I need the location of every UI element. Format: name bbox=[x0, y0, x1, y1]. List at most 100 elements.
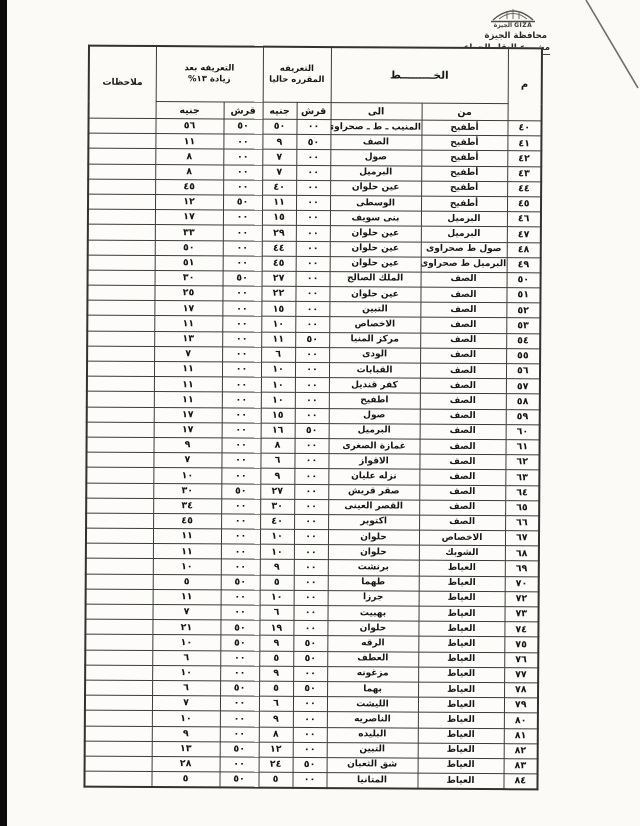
increased-tariff-qirsh: ٠٠ bbox=[219, 711, 259, 727]
notes-cell bbox=[87, 345, 155, 362]
current-tariff-qirsh: ٠٠ bbox=[296, 195, 331, 211]
route-to: الملك الصالح bbox=[329, 271, 421, 288]
header-increased-tariff-line2: زيادة ١٣% bbox=[187, 74, 231, 85]
route-number: ٥٢ bbox=[506, 302, 541, 319]
increased-tariff-gineih: ٣٤ bbox=[153, 498, 222, 514]
route-number: ٨٣ bbox=[503, 758, 538, 774]
current-tariff-gineih: ٩ bbox=[262, 134, 297, 150]
route-number: ٦٠ bbox=[505, 424, 540, 440]
route-to: صول bbox=[328, 408, 420, 424]
increased-tariff-gineih: ٣٣ bbox=[154, 224, 223, 241]
current-tariff-qirsh: ٠٠ bbox=[293, 529, 329, 545]
current-tariff-qirsh: ٠٠ bbox=[293, 666, 328, 682]
route-number: ٥٨ bbox=[505, 394, 540, 410]
route-from: الصف bbox=[419, 378, 506, 395]
notes-cell bbox=[86, 512, 154, 529]
route-number: ٦٤ bbox=[505, 485, 540, 501]
route-from: الصف bbox=[419, 499, 506, 516]
route-from: العياط bbox=[418, 651, 505, 668]
notes-cell bbox=[84, 695, 153, 711]
increased-tariff-gineih: ٩ bbox=[153, 437, 222, 454]
route-from: العياط bbox=[418, 666, 505, 683]
current-tariff-gineih: ٩ bbox=[259, 635, 294, 651]
increased-tariff-qirsh: ٠٠ bbox=[221, 377, 261, 393]
current-tariff-qirsh: ٠٠ bbox=[295, 271, 330, 287]
route-to: الاخصاص bbox=[329, 317, 421, 333]
route-from: الصف bbox=[420, 347, 507, 364]
route-from: الصف bbox=[419, 484, 506, 501]
increased-tariff-gineih: ١٠ bbox=[153, 467, 222, 484]
notes-cell bbox=[86, 437, 154, 453]
route-to: مزغونه bbox=[327, 666, 419, 683]
increased-tariff-gineih: ٦ bbox=[152, 680, 221, 697]
increased-tariff-gineih: ١١ bbox=[155, 133, 224, 150]
current-tariff-gineih: ١٥ bbox=[261, 301, 296, 317]
route-to: الناصريه bbox=[326, 711, 418, 728]
current-tariff-gineih: ٨ bbox=[258, 726, 293, 743]
notes-cell bbox=[88, 163, 156, 180]
route-number: ٦٨ bbox=[504, 545, 539, 562]
current-tariff-qirsh: ٥٠ bbox=[292, 757, 327, 773]
increased-tariff-gineih: ١١ bbox=[152, 543, 221, 560]
current-tariff-gineih: ٤٠ bbox=[260, 514, 295, 530]
increased-tariff-qirsh: ٠٠ bbox=[221, 453, 261, 469]
route-from: العياط bbox=[418, 682, 505, 698]
current-tariff-qirsh: ٠٠ bbox=[292, 742, 327, 758]
current-tariff-qirsh: ٠٠ bbox=[293, 575, 328, 591]
route-to: التبين bbox=[329, 301, 421, 318]
header-current-tariff-line2: المقرره حاليا bbox=[269, 74, 325, 86]
increased-tariff-qirsh: ٠٠ bbox=[219, 726, 259, 742]
current-tariff-qirsh: ٠٠ bbox=[293, 544, 328, 561]
header-current-tariff-line1: التعريفه bbox=[279, 63, 314, 74]
route-number: ٦٩ bbox=[504, 561, 539, 577]
route-number: ٥٥ bbox=[506, 348, 541, 364]
notes-cell bbox=[85, 649, 153, 666]
route-from: البرميل bbox=[420, 226, 507, 243]
route-number: ٧٤ bbox=[504, 621, 539, 638]
current-tariff-gineih: ٢٤ bbox=[258, 757, 293, 773]
route-from: الصف bbox=[419, 515, 506, 531]
route-to: برنشت bbox=[327, 560, 419, 576]
increased-tariff-qirsh: ٠٠ bbox=[221, 392, 261, 408]
route-from: الصف bbox=[420, 317, 507, 334]
route-from: الصف bbox=[419, 439, 506, 455]
header-increased-tariff-line1: التعريفه بعد bbox=[184, 62, 235, 74]
increased-tariff-gineih: ١٧ bbox=[153, 422, 222, 438]
route-from: العياط bbox=[417, 727, 504, 744]
route-number: ٥٣ bbox=[506, 318, 541, 334]
increased-tariff-gineih: ١٠ bbox=[151, 710, 220, 727]
current-tariff-gineih: ١٠ bbox=[261, 316, 296, 333]
current-tariff-qirsh: ٠٠ bbox=[296, 180, 331, 196]
route-to: بهبيت bbox=[327, 605, 419, 622]
route-to: القصر العينى bbox=[328, 499, 420, 516]
current-tariff-qirsh: ٠٠ bbox=[294, 468, 329, 485]
notes-cell bbox=[86, 361, 155, 377]
notes-cell bbox=[87, 315, 155, 332]
route-number: ٧٣ bbox=[504, 606, 539, 623]
current-tariff-gineih: ٤٤ bbox=[261, 240, 296, 257]
route-from: أطفيح bbox=[421, 165, 508, 182]
increased-tariff-qirsh: ٠٠ bbox=[223, 179, 263, 196]
increased-tariff-qirsh: ٠٠ bbox=[220, 665, 260, 682]
route-number: ٦٥ bbox=[505, 500, 540, 516]
current-tariff-qirsh: ٠٠ bbox=[292, 696, 328, 712]
route-to: صقر قريش bbox=[328, 484, 420, 500]
increased-tariff-qirsh: ٠٠ bbox=[220, 650, 260, 666]
current-tariff-qirsh: ٠٠ bbox=[296, 149, 331, 166]
header-increased-tariff: التعريفه بعد زيادة ١٣% bbox=[155, 46, 264, 103]
current-tariff-gineih: ٦ bbox=[258, 696, 294, 712]
route-from: الصف bbox=[419, 363, 507, 379]
increased-tariff-qirsh: ٠٠ bbox=[222, 240, 262, 256]
route-to: صول bbox=[330, 149, 422, 166]
increased-tariff-gineih: ١١ bbox=[153, 361, 223, 378]
notes-cell bbox=[87, 269, 155, 286]
increased-tariff-qirsh: ٠٠ bbox=[222, 285, 262, 302]
route-number: ٤٩ bbox=[506, 257, 541, 273]
current-tariff-qirsh: ٠٠ bbox=[295, 256, 330, 272]
increased-tariff-gineih: ٥ bbox=[152, 574, 221, 590]
increased-tariff-qirsh: ٥٠ bbox=[220, 635, 260, 651]
notes-cell bbox=[88, 148, 156, 165]
tariff-table: م الخـــــــــط التعريفه المقرره حاليا ا… bbox=[83, 44, 544, 791]
increased-tariff-qirsh: ٠٠ bbox=[223, 149, 263, 165]
current-tariff-qirsh: ٠٠ bbox=[294, 392, 329, 409]
